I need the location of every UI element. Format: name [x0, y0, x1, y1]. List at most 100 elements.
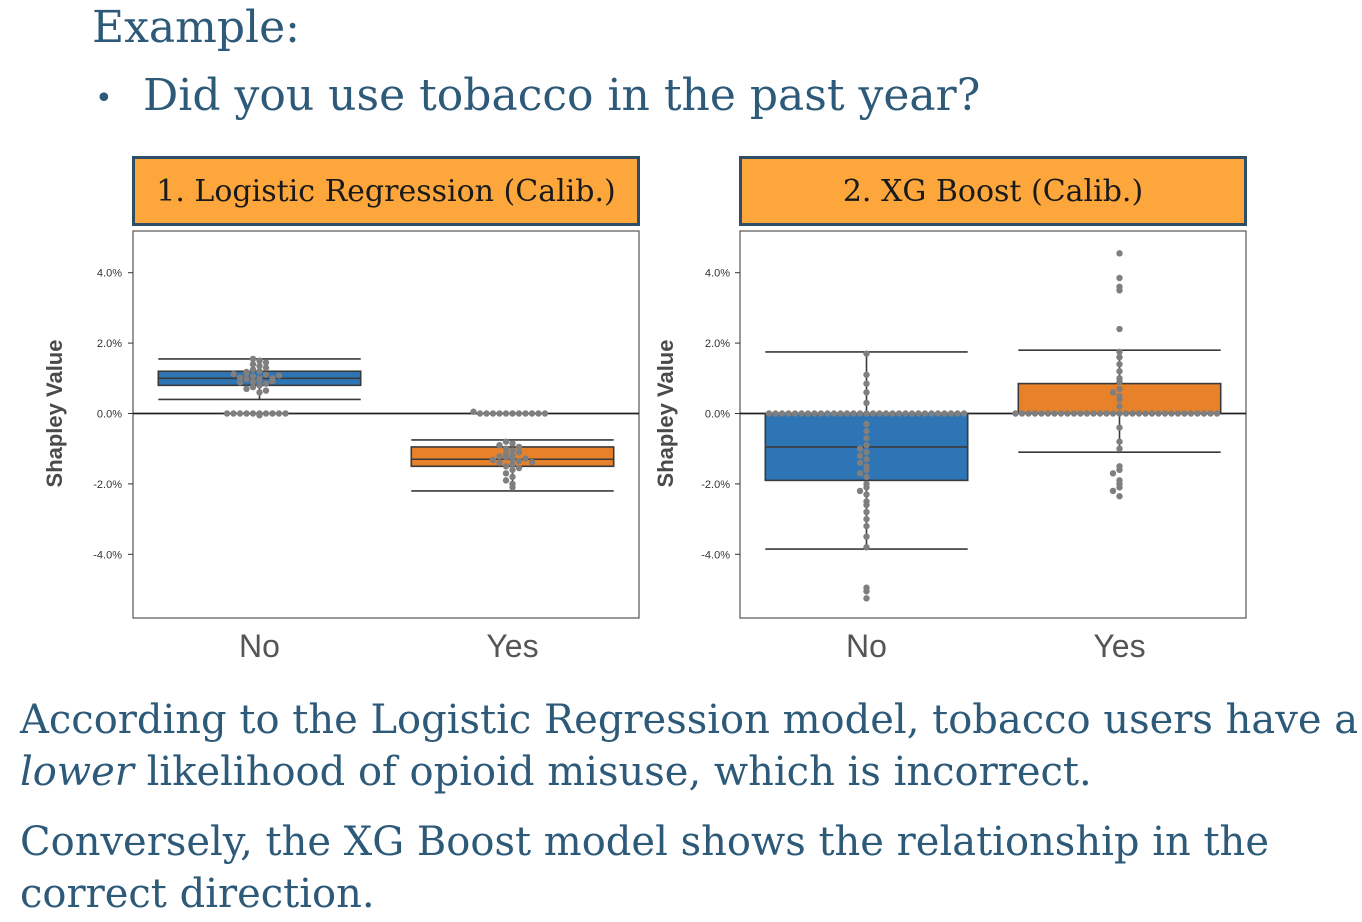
swarm-point [1109, 410, 1117, 417]
swarm-point [496, 459, 503, 466]
swarm-point [1116, 438, 1123, 445]
swarm-point [1148, 410, 1156, 417]
swarm-point [863, 473, 870, 481]
swarm-point [856, 487, 864, 495]
swarm-point [863, 484, 870, 491]
swarm-point [1129, 410, 1136, 417]
swarm-point [1174, 410, 1182, 417]
swarm-point [541, 410, 549, 417]
slide-heading: Example: [92, 2, 300, 53]
swarm-point [1155, 410, 1162, 417]
swarm-point [1025, 410, 1032, 417]
swarm-point [496, 410, 503, 417]
y-tick-label: 4.0% [97, 268, 122, 280]
bullet-question-text: Did you use tobacco in the past year? [143, 70, 981, 121]
swarm-point [1116, 368, 1123, 375]
swarm-point [509, 466, 516, 474]
swarm-point [863, 533, 870, 540]
swarm-point [1116, 353, 1123, 361]
swarm-point [262, 371, 270, 378]
swarm-point [522, 455, 529, 462]
swarm-point [921, 410, 929, 417]
swarm-point [1116, 403, 1123, 410]
swarm-point [243, 375, 250, 383]
swarm-point [262, 387, 270, 394]
y-tick-label: -4.0% [93, 549, 122, 561]
swarm-point [489, 410, 497, 417]
swarm-point [249, 355, 257, 363]
y-tick-label: -4.0% [701, 549, 730, 561]
swarm-point [1096, 410, 1104, 417]
swarm-point [249, 383, 257, 391]
y-tick-label: 0.0% [97, 409, 122, 421]
y-tick-label: 0.0% [705, 409, 730, 421]
swarm-point [869, 410, 877, 417]
swarm-point [856, 459, 864, 466]
swarm-point [1161, 410, 1169, 417]
swarm-point [954, 410, 961, 417]
caption1-emphasis: lower [20, 749, 134, 795]
swarm-point [915, 410, 922, 417]
swarm-point [509, 440, 516, 447]
panel-title-logistic-regression: 1. Logistic Regression (Calib.) [132, 156, 640, 226]
swarm-point [863, 389, 870, 396]
swarm-point [483, 410, 490, 417]
swarm-point [509, 484, 516, 491]
swarm-point [1116, 287, 1123, 294]
swarm-point [798, 410, 805, 417]
swarm-point [928, 410, 935, 417]
swarm-point [269, 377, 276, 385]
swarm-point [243, 385, 250, 393]
swarm-point [476, 410, 484, 417]
swarm-point [811, 410, 818, 417]
swarm-point [509, 447, 516, 454]
swarm-point [1207, 410, 1214, 417]
swarm-point [502, 445, 510, 452]
swarm-point [863, 441, 870, 449]
swarm-point [1116, 378, 1123, 386]
y-tick-label: 4.0% [705, 268, 730, 280]
swarm-point [778, 410, 786, 417]
swarm-point [863, 420, 870, 428]
swarm-point [830, 410, 838, 417]
swarm-point [889, 410, 896, 417]
swarm-point [223, 410, 231, 417]
swarm-point [863, 522, 870, 530]
swarm-point [856, 410, 864, 417]
swarm-point [1116, 250, 1123, 257]
swarm-point [837, 410, 844, 417]
swarm-point [262, 364, 270, 371]
swarm-point [275, 372, 283, 379]
swarm-point [502, 438, 510, 445]
swarm-point [1116, 424, 1123, 431]
swarm-point [1077, 410, 1084, 417]
swarm-point [1116, 493, 1123, 500]
swarm-point [863, 371, 870, 378]
y-tick-label: -2.0% [93, 479, 122, 491]
swarm-point [804, 410, 812, 417]
swarm-point [249, 373, 257, 380]
swarm-point [515, 457, 523, 465]
swarm-point [1116, 361, 1123, 368]
swarm-point [856, 470, 864, 477]
swarm-point [1109, 389, 1117, 396]
y-tick-label: -2.0% [701, 479, 730, 491]
swarm-point [502, 463, 510, 470]
x-tick-label: Yes [486, 628, 538, 664]
swarm-point [941, 410, 948, 417]
swarm-point [502, 410, 510, 417]
swarm-point [282, 410, 289, 417]
swarm-point [1070, 410, 1078, 417]
swarm-point [1187, 410, 1195, 417]
swarm-point [262, 359, 270, 366]
swarm-point [515, 410, 523, 417]
swarm-point [882, 410, 890, 417]
swarm-point [535, 410, 542, 417]
swarm-point [515, 443, 523, 451]
swarm-point [1116, 484, 1123, 491]
swarm-point [960, 410, 968, 417]
swarm-point [502, 477, 510, 484]
swarm-point [1109, 470, 1117, 477]
charts-area: 4.0% 2.0% 0.0% -2.0% -4.0% Shapley Value No Yes… [42, 230, 1247, 664]
swarm-point [515, 464, 523, 472]
